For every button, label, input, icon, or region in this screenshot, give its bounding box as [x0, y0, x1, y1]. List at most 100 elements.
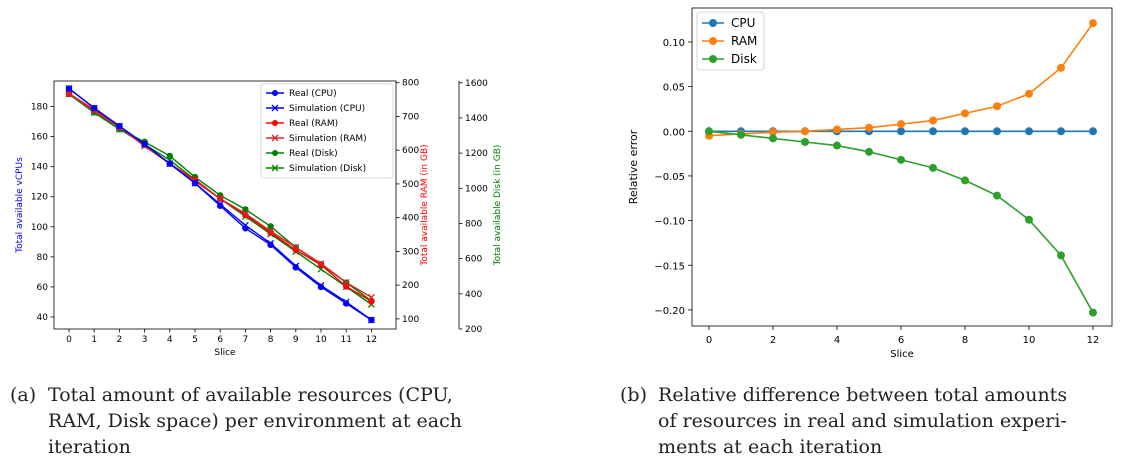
y-axis-label-ram: Total available RAM (in GB): [420, 144, 430, 266]
data-point-stroke-2: [342, 298, 350, 306]
x-tick-label: 2: [770, 335, 776, 346]
data-point: [1057, 127, 1065, 136]
data-point: [801, 127, 809, 136]
x-tick-label: 3: [142, 335, 148, 345]
y-ram-tick-label: 500: [402, 180, 419, 190]
data-point: [929, 116, 937, 125]
y-disk-tick-label: 1000: [465, 184, 488, 194]
caption-b-label: (b): [620, 384, 647, 406]
data-point: [993, 102, 1001, 111]
data-point-stroke-2: [367, 316, 375, 324]
x-tick-label: 0: [66, 335, 72, 345]
y-disk-tick-label: 1600: [465, 79, 488, 89]
y-ram-tick-label: 200: [402, 281, 419, 291]
data-point: [267, 241, 274, 249]
legend-label: Disk: [731, 52, 757, 66]
data-point: [833, 141, 841, 150]
caption-a-line-1: Total amount of available resources (CPU…: [48, 384, 453, 406]
x-tick-label: 9: [293, 335, 299, 345]
legend-marker: [709, 19, 717, 27]
y-ram-tick-label: 700: [402, 112, 419, 122]
data-point-stroke-2: [367, 293, 375, 301]
y-left-tick-label: 160: [31, 133, 48, 143]
data-point: [267, 229, 274, 236]
data-point: [367, 293, 375, 301]
x-tick-label: 12: [366, 335, 377, 345]
x-tick-label: 5: [192, 335, 198, 345]
y-disk-tick-label: 200: [465, 325, 482, 335]
data-point: [929, 163, 937, 172]
data-point: [801, 137, 809, 146]
data-point: [292, 262, 300, 270]
data-point: [241, 210, 249, 218]
y-ram-tick-label: 400: [402, 214, 419, 224]
data-point-stroke-2: [241, 210, 249, 218]
data-point: [217, 202, 224, 209]
legend-marker: [271, 104, 279, 112]
legend-marker-stroke-2: [271, 104, 279, 112]
y-ram-tick-label: 300: [402, 247, 419, 257]
data-point-stroke-2: [342, 278, 350, 286]
data-point-stroke-2: [65, 90, 73, 97]
plot-area-frame: [691, 7, 1113, 327]
y-disk-tick-label: 400: [465, 290, 482, 300]
legend-marker-stroke-2: [271, 164, 279, 172]
legend-label: Simulation (Disk): [289, 164, 366, 174]
data-point: [342, 298, 350, 306]
y-disk-tick-label: 600: [465, 255, 482, 265]
plot-area-frame: [53, 80, 397, 330]
y-tick-label: 0.10: [663, 38, 685, 49]
legend-marker: [272, 120, 278, 126]
data-point-stroke-2: [241, 221, 249, 229]
legend-label: RAM: [731, 34, 757, 48]
caption-a-label: (a): [10, 384, 37, 406]
legend-box: [260, 83, 394, 179]
legend-label: Real (Disk): [289, 149, 338, 159]
data-point: [897, 127, 905, 136]
y-disk-tick-label: 1200: [465, 149, 488, 159]
data-point: [1089, 127, 1097, 136]
legend-marker: [271, 134, 279, 142]
caption-b: (b) Relative difference between total am…: [620, 382, 1067, 460]
data-point: [737, 130, 745, 139]
data-point: [993, 191, 1001, 200]
data-point: [993, 127, 1001, 136]
x-tick-label: 12: [1087, 335, 1100, 346]
data-point: [292, 264, 299, 271]
data-point-stroke-2: [115, 122, 123, 130]
data-point: [317, 281, 325, 289]
x-tick-label: 8: [962, 335, 968, 346]
data-point: [166, 152, 173, 160]
data-point: [1089, 19, 1097, 28]
y-left-tick-label: 60: [37, 283, 49, 293]
data-point: [1025, 127, 1033, 136]
chart-b-relative-error: 0 2 4 6 8 10 12 Slice −0.20 −0.15 −0.10 −0.05 0.00 0.…: [627, 7, 1113, 360]
data-point: [897, 120, 905, 129]
caption-a-line-2: RAM, Disk space) per environment at each: [48, 410, 463, 432]
legend-label: CPU: [731, 16, 755, 30]
caption-a-text: Total amount of available resources (CPU…: [48, 382, 462, 460]
data-point: [961, 176, 969, 185]
legend-label: Real (RAM): [289, 119, 338, 129]
data-point-stroke-2: [90, 104, 98, 112]
y-left-tick-label: 120: [31, 193, 48, 203]
legend-marker: [272, 150, 278, 156]
data-point-stroke-2: [317, 281, 325, 289]
series-line: [708, 22, 1094, 137]
chart-a-resources: 0 1 2 3 4 5 6 7 8 9 10 11 12Slice4060801001201401601…: [15, 79, 503, 358]
data-point: [216, 200, 224, 208]
x-tick-label: 4: [167, 335, 173, 345]
x-tick-label: 11: [340, 335, 351, 345]
data-point: [1025, 89, 1033, 98]
data-point: [65, 90, 73, 97]
data-point: [367, 316, 375, 324]
x-tick-label: 2: [117, 335, 123, 345]
legend-label: Simulation (RAM): [289, 134, 367, 144]
y-left-tick-label: 40: [37, 313, 49, 323]
data-point: [166, 160, 174, 168]
x-tick-label: 8: [268, 335, 274, 345]
data-point-stroke-2: [292, 262, 300, 270]
data-point: [241, 221, 249, 229]
x-tick-label: 0: [706, 335, 712, 346]
data-point: [242, 206, 249, 213]
